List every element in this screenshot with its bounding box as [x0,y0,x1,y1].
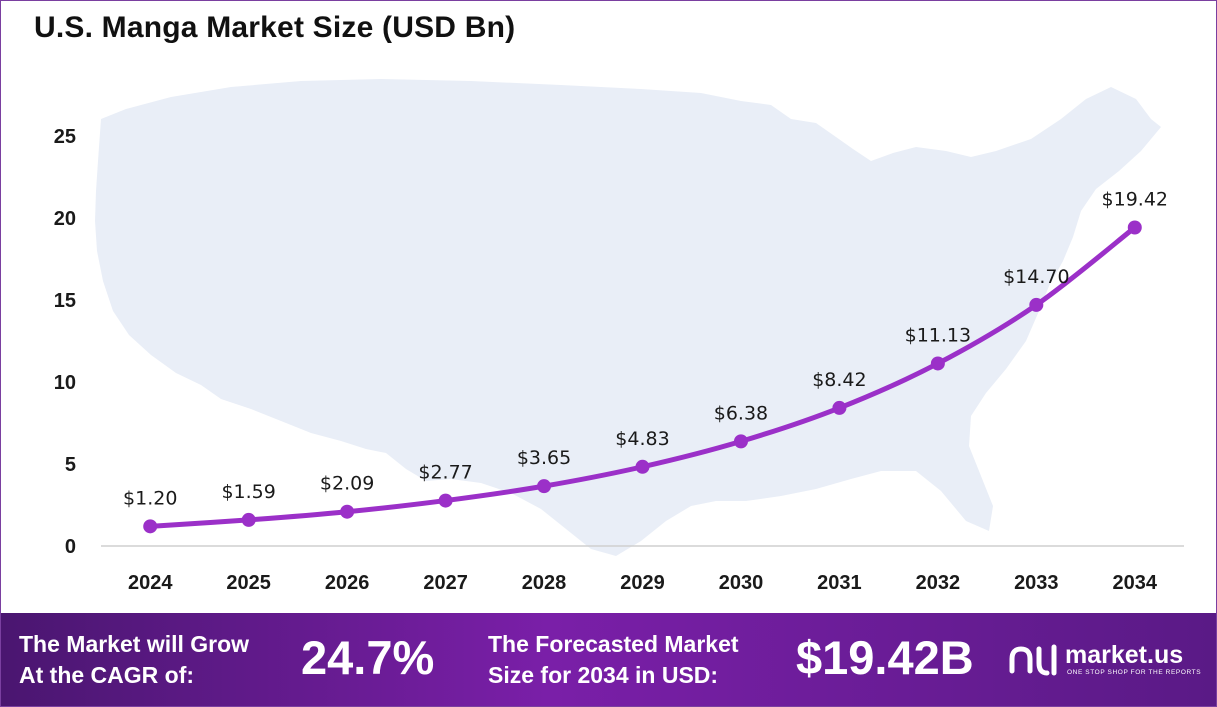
x-tick-label: 2028 [522,572,567,594]
data-point [438,493,453,508]
data-point [832,400,847,415]
y-tick-label: 25 [54,126,76,148]
cagr-label: The Market will Grow At the CAGR of: [19,629,249,691]
brand-tagline: ONE STOP SHOP FOR THE REPORTS [1067,669,1202,676]
data-label: $1.59 [221,481,275,503]
data-label: $2.77 [418,462,472,484]
data-point [340,504,355,519]
y-tick-label: 15 [54,290,76,312]
y-axis: 0 5 10 15 20 25 [54,126,76,558]
x-tick-label: 2033 [1014,572,1059,594]
data-label: $19.42 [1102,189,1168,211]
data-label: $8.42 [812,369,866,391]
data-point [733,434,748,449]
brand-logo: market.us ONE STOP SHOP FOR THE REPORTS [1007,639,1212,683]
data-point [930,356,945,371]
data-point [143,519,158,534]
forecast-label-line1: The Forecasted Market [488,631,739,657]
x-tick-label: 2034 [1113,572,1158,594]
y-tick-label: 10 [54,372,76,394]
data-labels: $1.20 $1.59 $2.09 $2.77 $3.65 $4.83 $6.38 $8.42… [123,189,1168,510]
cagr-value: 24.7% [301,631,435,684]
x-tick-label: 2030 [719,572,764,594]
data-point [241,512,256,527]
x-tick-label: 2025 [226,572,271,594]
market-us-logo-icon [1009,644,1057,676]
us-map-background [95,79,1161,556]
y-tick-label: 5 [65,454,76,476]
data-point [635,459,650,474]
y-tick-label: 20 [54,208,76,230]
x-tick-label: 2032 [916,572,961,594]
data-label: $6.38 [714,402,768,424]
chart-title: U.S. Manga Market Size (USD Bn) [34,11,516,44]
series-line [143,220,1142,534]
x-axis: 2024 2025 2026 2027 2028 2029 2030 2031 2032 2033… [101,545,1184,594]
cagr-label-line1: The Market will Grow [19,631,250,657]
data-label: $4.83 [615,428,669,450]
data-point [537,479,552,494]
series-path [147,225,1138,529]
x-tick-label: 2031 [817,572,862,594]
x-tick-label: 2026 [325,572,370,594]
y-tick-label: 0 [65,536,76,558]
data-label: $3.65 [517,447,571,469]
x-tick-label: 2024 [128,572,173,594]
data-label: $11.13 [905,324,971,346]
data-label: $14.70 [1003,266,1069,288]
x-tick-label: 2027 [423,572,468,594]
cagr-label-line2: At the CAGR of: [19,662,195,688]
data-label: $2.09 [320,473,374,495]
brand-name: market.us [1065,641,1184,669]
x-tick-label: 2029 [620,572,665,594]
data-point [1029,297,1044,312]
forecast-label: The Forecasted Market Size for 2034 in U… [488,629,739,691]
summary-footer: The Market will Grow At the CAGR of: 24.… [1,613,1216,706]
data-label: $1.20 [123,487,177,509]
data-point [1127,220,1142,235]
forecast-label-line2: Size for 2034 in USD: [488,662,719,688]
forecast-value: $19.42B [796,631,974,684]
